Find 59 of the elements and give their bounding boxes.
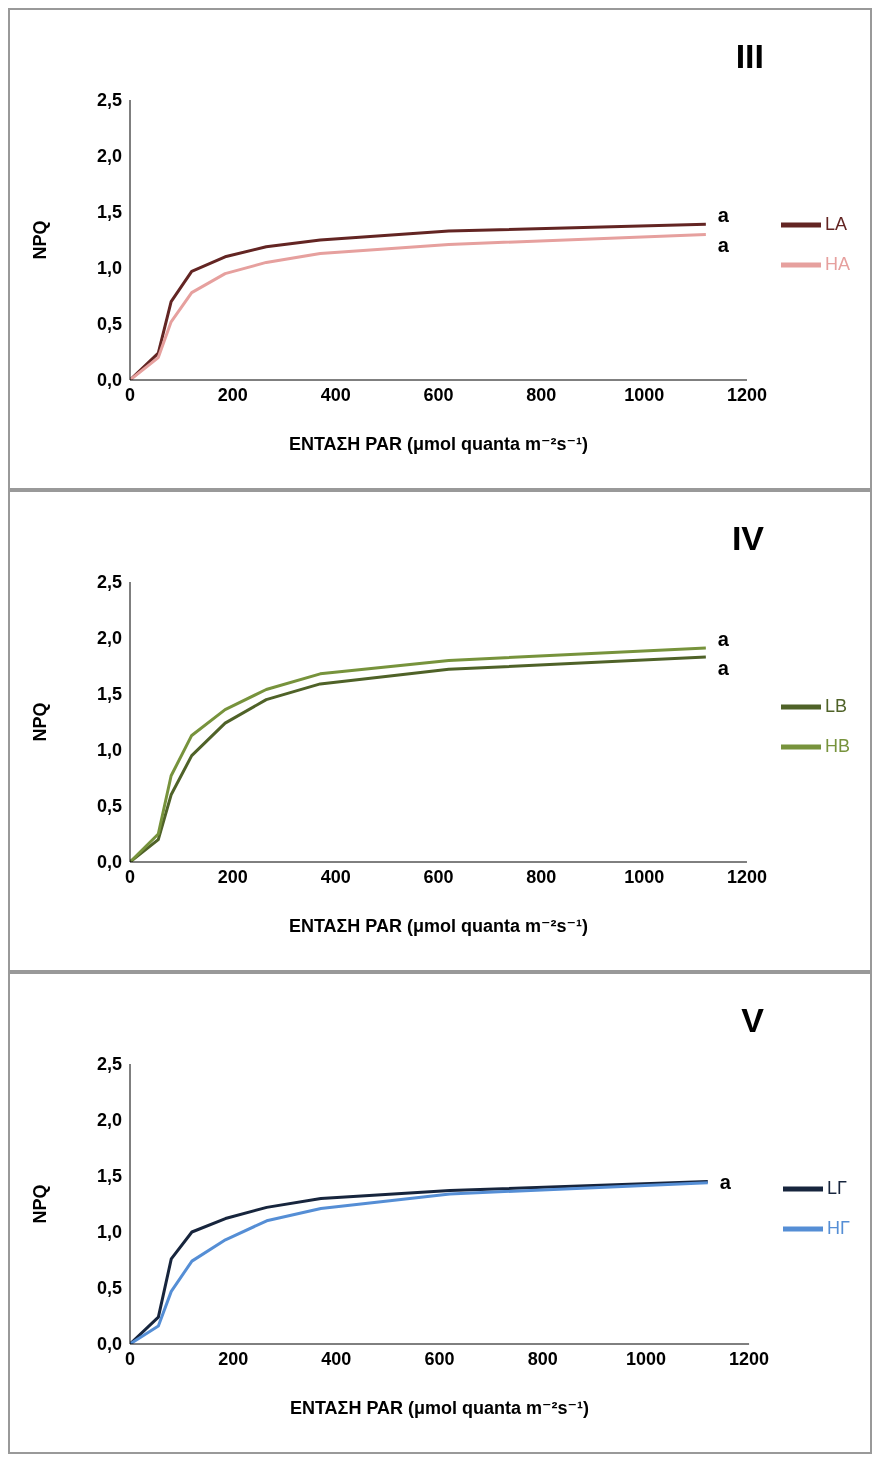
x-tick-label: 600 [423, 866, 454, 887]
legend-label: LB [824, 695, 848, 716]
y-axis-title: NPQ [30, 1184, 51, 1224]
x-tick-label: 400 [321, 1348, 352, 1369]
legend-label: HΓ [827, 1217, 850, 1238]
y-tick-label: 1,0 [96, 258, 122, 279]
x-axis-title: ΕΝΤΑΣΗ PAR (μmol quanta m⁻²s⁻¹) [288, 434, 589, 454]
legend-label: HA [824, 253, 850, 274]
x-tick-label: 1200 [726, 866, 768, 887]
x-tick-label: 200 [218, 1348, 249, 1369]
x-tick-label: 0 [124, 1348, 136, 1369]
y-tick-label: 0,5 [96, 1278, 122, 1299]
x-tick-label: 600 [424, 1348, 455, 1369]
y-tick-label: 1,5 [96, 1166, 122, 1187]
annotation: a [717, 628, 730, 651]
x-tick-label: 200 [217, 866, 248, 887]
chart-title: III [735, 37, 764, 75]
annotation: a [717, 204, 730, 227]
x-tick-label: 1200 [729, 1348, 770, 1369]
y-tick-label: 2,5 [96, 90, 122, 111]
x-tick-label: 0 [124, 384, 136, 405]
x-tick-label: 800 [526, 384, 557, 405]
annotation: a [719, 1170, 732, 1193]
x-tick-label: 1200 [726, 384, 768, 405]
chart-title: V [741, 1001, 765, 1039]
y-tick-label: 2,5 [96, 1054, 122, 1075]
chart-title: IV [731, 519, 765, 557]
y-tick-label: 0,0 [96, 852, 122, 873]
y-tick-label: 2,0 [96, 146, 122, 167]
x-tick-label: 1000 [624, 866, 665, 887]
y-axis-title: NPQ [30, 220, 51, 260]
x-tick-label: 400 [320, 384, 351, 405]
legend-label: HB [824, 735, 850, 756]
x-axis-title: ΕΝΤΑΣΗ PAR (μmol quanta m⁻²s⁻¹) [288, 916, 589, 936]
annotation: a [717, 657, 730, 680]
y-tick-label: 2,0 [96, 628, 122, 649]
y-tick-label: 1,5 [96, 684, 122, 705]
y-tick-label: 0,5 [96, 796, 122, 817]
legend-label: LΓ [827, 1177, 848, 1198]
x-tick-label: 1000 [625, 1348, 666, 1369]
y-tick-label: 0,0 [96, 370, 122, 391]
y-tick-label: 2,0 [96, 1110, 122, 1131]
y-tick-label: 1,0 [96, 740, 122, 761]
y-tick-label: 2,5 [96, 572, 122, 593]
y-tick-label: 1,0 [96, 1222, 122, 1243]
legend-label: LA [824, 213, 848, 234]
y-tick-label: 1,5 [96, 202, 122, 223]
x-tick-label: 800 [526, 866, 557, 887]
x-tick-label: 200 [217, 384, 248, 405]
x-tick-label: 0 [124, 866, 136, 887]
y-tick-label: 0,0 [96, 1334, 122, 1355]
annotation: a [717, 234, 730, 257]
x-tick-label: 400 [320, 866, 351, 887]
y-axis-title: NPQ [30, 702, 51, 742]
x-axis-title: ΕΝΤΑΣΗ PAR (μmol quanta m⁻²s⁻¹) [289, 1398, 590, 1418]
x-tick-label: 800 [527, 1348, 558, 1369]
x-tick-label: 1000 [624, 384, 665, 405]
y-tick-label: 0,5 [96, 314, 122, 335]
x-tick-label: 600 [423, 384, 454, 405]
